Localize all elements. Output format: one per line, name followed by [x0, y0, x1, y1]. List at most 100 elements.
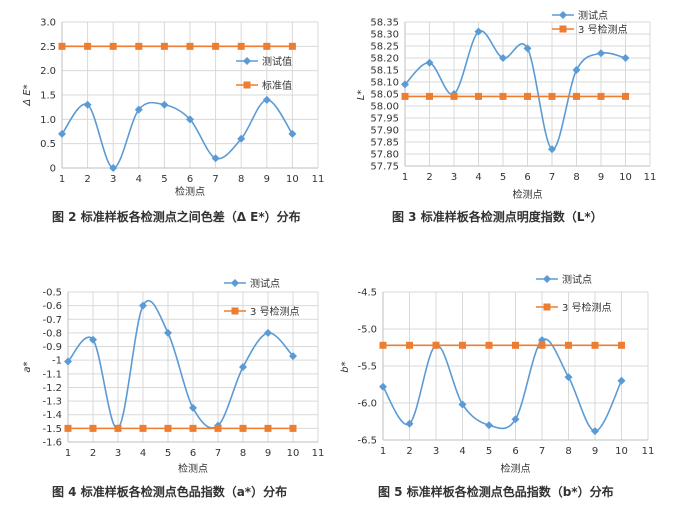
data-point [239, 363, 247, 371]
x-tick-label: 1 [380, 446, 386, 457]
x-tick-label: 2 [84, 174, 90, 185]
x-tick-label: 9 [265, 448, 271, 459]
x-tick-label: 6 [190, 448, 196, 459]
data-point [524, 92, 531, 100]
series-1 [379, 336, 626, 436]
legend-marker [543, 303, 551, 311]
y-tick-label: -1.5 [42, 424, 62, 435]
data-point [591, 427, 599, 436]
data-point [237, 42, 245, 50]
y-tick-label: 57.95 [370, 114, 399, 125]
y-tick-label: 1.0 [40, 115, 56, 126]
data-point [164, 328, 172, 337]
legend-label: 测试点 [250, 277, 280, 290]
data-point [237, 134, 246, 143]
y-tick-label: 0 [50, 164, 56, 175]
chart-1: 0 0.5 1.0 1.5 2.0 2.5 3.0 1 2 3 4 5 6 7 8 9 10 11 检测点 Δ E* 测… [22, 18, 324, 225]
data-point [379, 341, 387, 349]
series-line [382, 338, 623, 432]
x-axis-title: 检测点 [501, 462, 531, 475]
data-point [572, 66, 581, 74]
data-point [164, 424, 172, 432]
x-tick-label: 6 [512, 446, 518, 457]
y-tick-label: -1.3 [42, 397, 62, 408]
x-tick-label: 8 [565, 446, 571, 457]
data-point [548, 92, 556, 100]
series-2 [401, 92, 629, 100]
data-point [475, 92, 482, 100]
legend-label: 标准值 [262, 79, 292, 92]
x-tick-label: 7 [212, 174, 218, 185]
legend-marker [243, 57, 251, 65]
x-tick-label: 6 [187, 174, 193, 185]
x-tick-label: 5 [486, 446, 492, 457]
data-point [262, 95, 271, 104]
data-point [264, 328, 272, 337]
legend-entry: 3 号检测点 [536, 301, 612, 314]
data-point [617, 376, 626, 385]
data-point [618, 341, 625, 349]
series-2 [58, 42, 296, 50]
data-point [89, 335, 97, 344]
data-point [263, 42, 271, 50]
y-tick-label: 57.90 [370, 126, 399, 137]
data-point [621, 54, 630, 62]
data-point [109, 164, 118, 172]
x-tick-label: 4 [136, 174, 142, 185]
data-point [511, 415, 520, 424]
y-tick-label: 58.35 [370, 18, 399, 29]
y-tick-label: -6.5 [357, 436, 377, 447]
y-tick-label: 58.25 [370, 42, 399, 53]
data-point [84, 42, 92, 50]
x-tick-label: 3 [115, 448, 121, 459]
x-tick-label: 8 [238, 174, 244, 185]
data-point [186, 42, 194, 50]
data-point [458, 400, 467, 409]
data-point [485, 421, 493, 430]
y-axis-title: L* [356, 90, 367, 101]
x-tick-label: 1 [65, 448, 71, 459]
x-tick-label: 10 [615, 446, 628, 457]
data-point [450, 92, 458, 100]
data-point [135, 42, 143, 50]
legend-entry: 3 号检测点 [552, 23, 628, 36]
data-point [622, 92, 629, 100]
x-tick-label: 11 [312, 174, 325, 185]
y-tick-label: -0.9 [42, 342, 62, 353]
data-point [186, 115, 194, 124]
legend-marker [231, 279, 239, 287]
x-tick-label: 5 [165, 448, 171, 459]
data-point [212, 42, 220, 50]
data-point [405, 419, 414, 428]
x-tick-label: 4 [459, 446, 465, 457]
data-point [189, 424, 197, 432]
y-tick-label: 3.0 [40, 18, 56, 29]
data-point [64, 357, 72, 366]
chart-3: -0.5 -0.6 -0.7 -0.8 -0.9 -1 -1.1 -1.2 -1.3 -1.4 -1… [22, 277, 324, 499]
data-point [401, 92, 409, 100]
legend-entry: 测试点 [552, 9, 608, 22]
data-point [425, 58, 434, 67]
data-point [109, 42, 117, 50]
y-tick-label: 58.30 [370, 30, 399, 41]
x-tick-label: 9 [592, 446, 598, 457]
legend-label: 测试点 [578, 9, 608, 22]
x-tick-label: 5 [161, 174, 167, 185]
data-point [523, 44, 532, 53]
legend-entry: 测试值 [236, 55, 292, 68]
y-axis-title: Δ E* [22, 84, 33, 106]
series-line [404, 30, 626, 151]
x-tick-label: 7 [549, 172, 555, 183]
series-1 [58, 95, 297, 172]
legend-marker [231, 307, 239, 315]
series-2 [64, 424, 297, 432]
y-tick-label: 0.5 [40, 139, 56, 150]
data-point [139, 424, 147, 432]
data-point [134, 105, 143, 114]
data-point [573, 92, 580, 100]
x-tick-label: 11 [642, 446, 655, 457]
y-tick-label: 58.00 [370, 102, 399, 113]
x-tick-label: 10 [619, 172, 632, 183]
legend-marker [559, 11, 567, 19]
data-point [597, 92, 605, 100]
